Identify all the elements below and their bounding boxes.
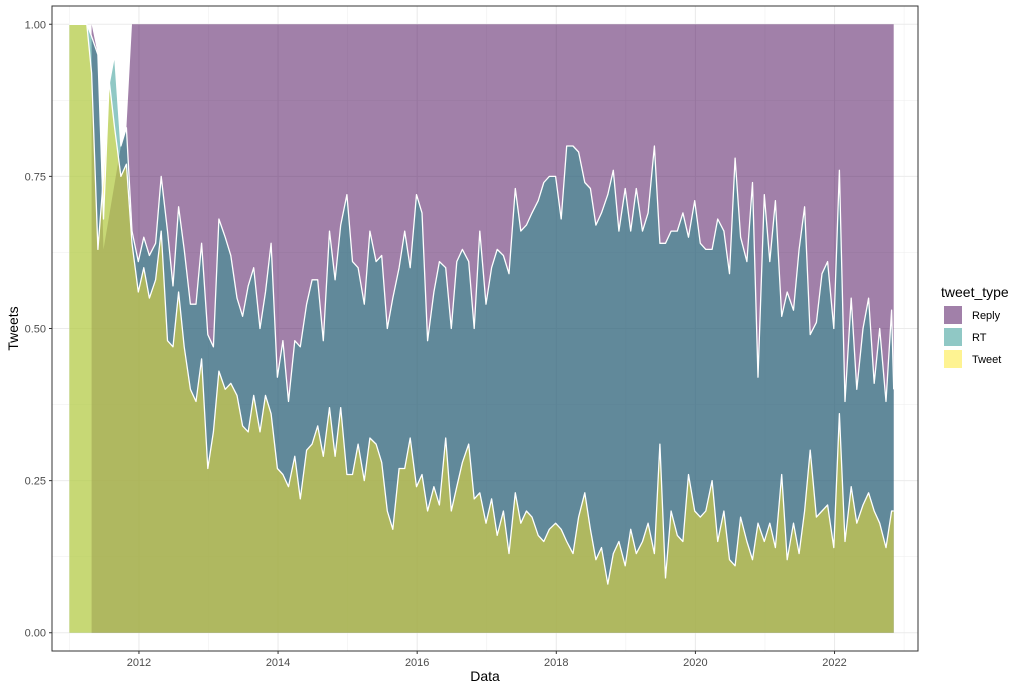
x-tick-label: 2022 — [822, 657, 846, 669]
legend-items: Reply RT Tweet — [944, 306, 1001, 368]
x-axis-title: Data — [470, 668, 500, 684]
x-tick-label: 2016 — [405, 657, 429, 669]
x-tick-label: 2020 — [683, 657, 707, 669]
y-tick-label: 0.00 — [25, 628, 46, 640]
legend-swatch-reply — [944, 306, 962, 324]
legend: tweet_type Reply RT Tweet — [941, 284, 1009, 368]
boundary-line-tweet — [69, 23, 894, 585]
y-axis-title: Tweets — [5, 306, 21, 350]
legend-title: tweet_type — [941, 284, 1009, 300]
x-tick-label: 2012 — [127, 657, 151, 669]
area-series — [69, 23, 895, 633]
x-tick-label: 2014 — [266, 657, 290, 669]
y-tick-label: 0.25 — [25, 476, 46, 488]
y-tick-label: 0.75 — [25, 171, 46, 183]
x-axis: 2012 2014 2016 2018 2020 2022 — [127, 651, 847, 669]
y-axis: 0.00 0.25 0.50 0.75 1.00 — [25, 19, 52, 640]
legend-label-rt: RT — [972, 332, 987, 344]
x-tick-label: 2018 — [544, 657, 568, 669]
y-tick-label: 1.00 — [25, 19, 46, 31]
legend-label-reply: Reply — [972, 310, 1001, 322]
y-tick-label: 0.50 — [25, 324, 46, 336]
legend-label-tweet: Tweet — [972, 354, 1001, 366]
legend-swatch-tweet — [944, 350, 962, 368]
area-tweet — [69, 24, 894, 633]
legend-swatch-rt — [944, 328, 962, 346]
boundary-line-rt — [69, 23, 895, 403]
